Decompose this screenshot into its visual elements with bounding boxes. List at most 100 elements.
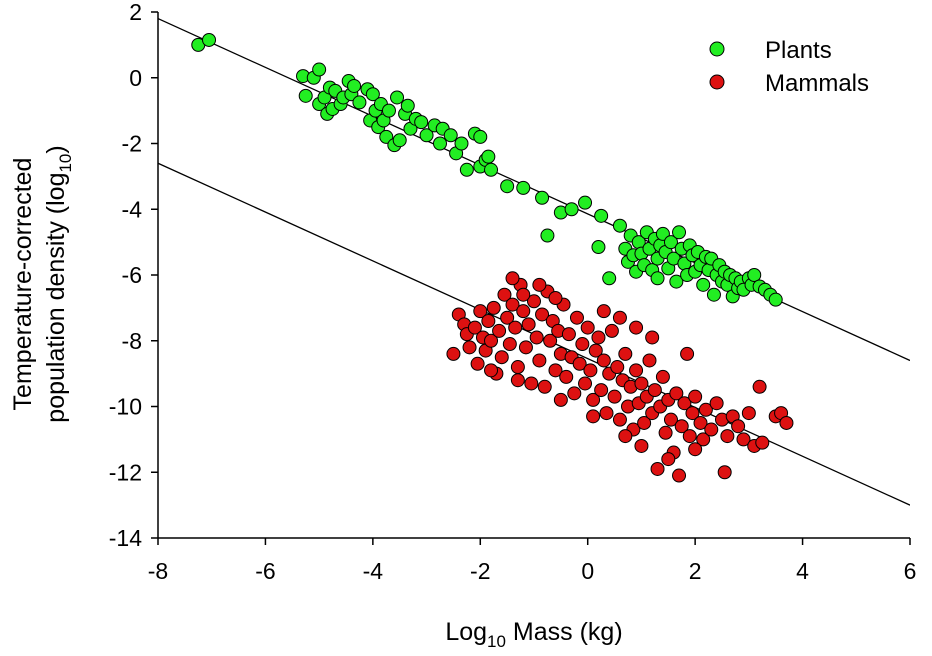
plants-point bbox=[202, 32, 217, 47]
x-tick-label: 6 bbox=[904, 558, 917, 584]
legend: Plants Mammals bbox=[709, 37, 869, 97]
plants-point bbox=[365, 87, 380, 102]
mammals-point bbox=[580, 320, 595, 335]
y-axis-ticks: 2 0 -2 -4 -6 -8 -10 -12 -14 bbox=[109, 0, 158, 551]
mammals-point bbox=[470, 356, 485, 371]
mammals-point bbox=[647, 383, 662, 398]
plants-point bbox=[298, 88, 313, 103]
mammals-point bbox=[680, 346, 695, 361]
mammals-point bbox=[497, 287, 512, 302]
plants-point bbox=[481, 149, 496, 164]
mammals-point bbox=[494, 350, 509, 365]
y-tick-label: 2 bbox=[129, 0, 142, 25]
mammals-point bbox=[527, 294, 541, 309]
y-tick-label: -6 bbox=[122, 262, 142, 288]
mammals-point bbox=[607, 389, 622, 404]
mammals-point bbox=[586, 409, 601, 424]
mammals-point bbox=[650, 461, 665, 476]
mammals-point bbox=[462, 340, 477, 355]
x-axis-title-base: Log bbox=[445, 618, 487, 646]
mammals-point bbox=[572, 356, 587, 371]
mammals-point bbox=[484, 333, 499, 348]
mammals-point bbox=[610, 360, 625, 375]
mammals-point bbox=[569, 310, 584, 325]
plants-point bbox=[312, 62, 327, 77]
mammals-point bbox=[642, 353, 657, 368]
mammals-point bbox=[596, 353, 611, 368]
y-tick-label: 0 bbox=[129, 65, 142, 91]
mammals-point bbox=[682, 429, 697, 444]
mammals-point bbox=[502, 337, 517, 352]
x-axis-title-rest: Mass (kg) bbox=[506, 618, 623, 646]
mammals-point bbox=[553, 392, 568, 407]
mammals-point bbox=[596, 304, 611, 319]
mammals-point bbox=[661, 452, 676, 467]
plants-point bbox=[663, 235, 678, 250]
mammals-point bbox=[486, 300, 501, 315]
mammals-point bbox=[672, 468, 687, 483]
y-tick-label: -4 bbox=[122, 196, 143, 222]
mammals-point bbox=[663, 412, 678, 427]
mammals-point bbox=[535, 307, 550, 322]
plants-point bbox=[459, 162, 474, 177]
mammals-point bbox=[731, 419, 746, 434]
mammals-point bbox=[561, 327, 576, 342]
legend-marker-mammals bbox=[709, 74, 725, 90]
plants-point bbox=[433, 136, 447, 151]
x-axis-ticks: -8 -6 -4 -2 0 2 4 6 bbox=[148, 538, 917, 584]
mammals-point bbox=[669, 386, 684, 401]
mammals-point bbox=[586, 392, 601, 407]
plants-point bbox=[669, 274, 684, 289]
mammals-point bbox=[688, 389, 703, 404]
plants-points bbox=[191, 32, 783, 307]
mammals-point bbox=[685, 406, 700, 421]
y-tick-label: -10 bbox=[109, 394, 142, 420]
y-axis-title-line2-sub: 10 bbox=[56, 154, 75, 173]
plants-point bbox=[672, 225, 687, 240]
mammals-point bbox=[634, 376, 649, 391]
y-axis-title-line2-base: population density (log bbox=[42, 173, 70, 423]
mammals-point bbox=[510, 360, 525, 375]
mammals-point bbox=[467, 320, 482, 335]
mammals-point bbox=[629, 320, 644, 335]
y-tick-label: -12 bbox=[109, 459, 142, 485]
mammals-point bbox=[634, 438, 649, 453]
plants-point bbox=[516, 180, 531, 195]
mammals-point bbox=[696, 432, 711, 447]
plants-point bbox=[454, 136, 469, 151]
mammals-point bbox=[698, 402, 713, 417]
mammals-point bbox=[548, 291, 563, 306]
plants-point bbox=[594, 208, 609, 223]
mammals-point bbox=[752, 379, 767, 394]
plants-point bbox=[484, 162, 499, 177]
mammals-points bbox=[446, 271, 794, 483]
mammals-point bbox=[599, 406, 614, 421]
plants-point bbox=[747, 268, 762, 282]
mammals-point bbox=[629, 363, 644, 378]
x-tick-label: 4 bbox=[796, 558, 809, 584]
mammals-point bbox=[612, 412, 627, 427]
x-tick-label: -6 bbox=[255, 558, 275, 584]
mammals-point bbox=[529, 330, 544, 345]
plants-point bbox=[696, 277, 711, 292]
mammals-point bbox=[484, 363, 499, 378]
plants-point bbox=[414, 115, 429, 130]
y-axis-title-line2-end: ) bbox=[42, 145, 70, 153]
legend-label-mammals: Mammals bbox=[765, 70, 869, 97]
x-tick-label: -4 bbox=[363, 558, 384, 584]
y-tick-label: -8 bbox=[122, 328, 142, 354]
mammals-point bbox=[446, 346, 461, 361]
plants-point bbox=[352, 95, 367, 110]
mammals-point bbox=[583, 363, 598, 378]
legend-marker-plants bbox=[709, 41, 725, 57]
plants-point bbox=[500, 179, 515, 194]
mammals-point bbox=[693, 415, 708, 430]
mammals-point bbox=[521, 317, 536, 332]
mammals-point bbox=[637, 415, 652, 430]
mammals-point bbox=[567, 386, 582, 401]
mammals-point bbox=[645, 330, 660, 345]
mammals-point bbox=[736, 432, 751, 447]
plants-point bbox=[390, 90, 405, 105]
mammals-point bbox=[518, 340, 533, 355]
